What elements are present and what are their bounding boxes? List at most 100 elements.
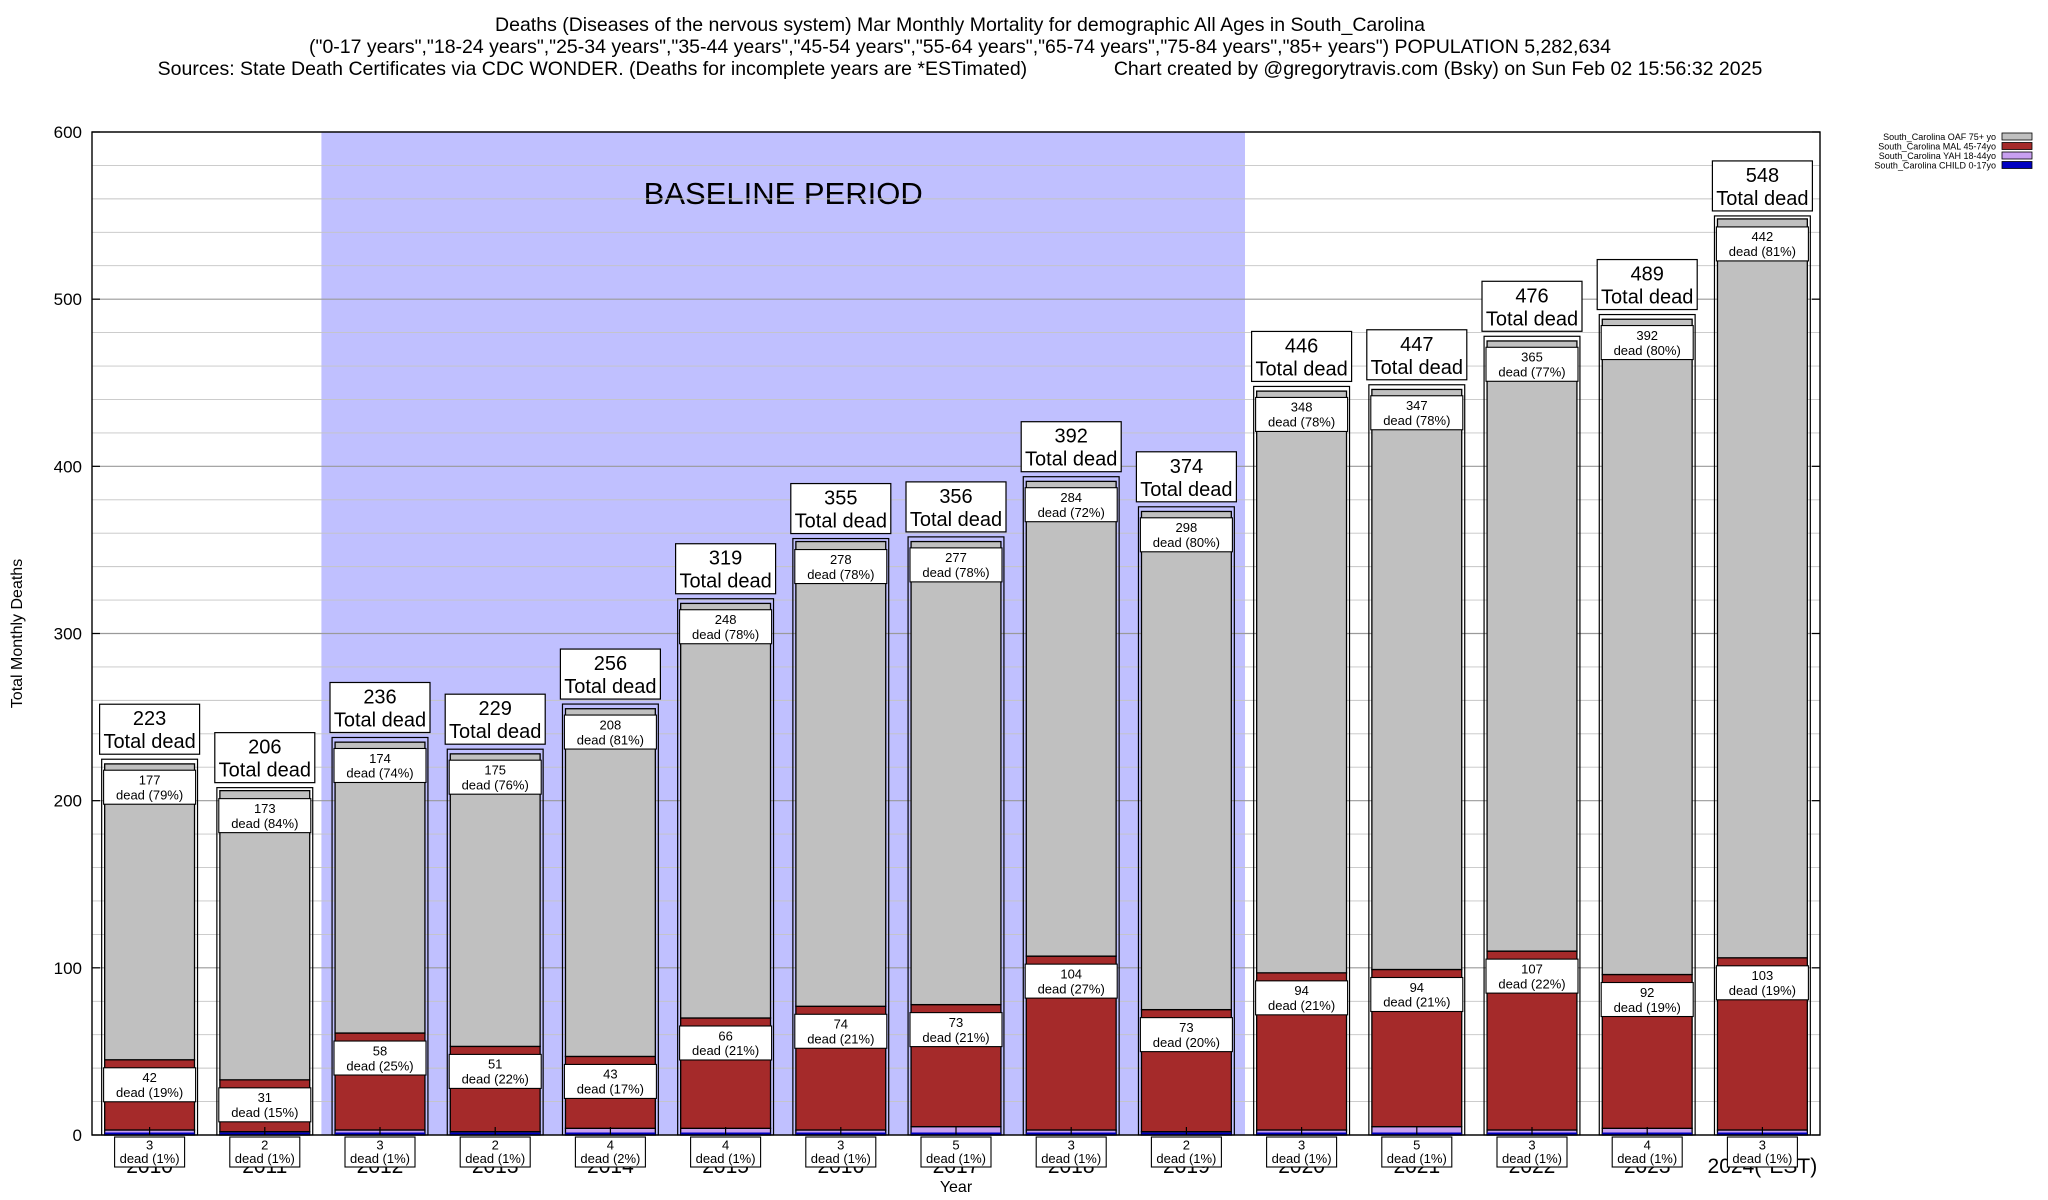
yah-label-pct: dead (2%) xyxy=(580,1151,640,1166)
yah-label-value: 3 xyxy=(1068,1138,1075,1153)
y-tick-label: 300 xyxy=(54,625,82,644)
yah-label-value: 4 xyxy=(722,1138,729,1153)
oaf-label-pct: dead (77%) xyxy=(1498,365,1565,380)
legend-swatch xyxy=(2001,142,2033,150)
x-axis-label: Year xyxy=(940,1179,973,1196)
total-label-value: 206 xyxy=(248,737,281,759)
total-label-text: Total dead xyxy=(1025,449,1117,471)
total-label-text: Total dead xyxy=(1371,357,1463,379)
legend-item-child: South_Carolina CHILD 0-17yo xyxy=(1874,161,2033,171)
yah-label-value: 3 xyxy=(837,1138,844,1153)
yah-label-pct: dead (1%) xyxy=(696,1151,756,1166)
mal-label-pct: dead (21%) xyxy=(807,1032,874,1047)
yah-label-pct: dead (1%) xyxy=(1617,1151,1677,1166)
mal-label-value: 104 xyxy=(1060,966,1082,981)
mal-label-pct: dead (19%) xyxy=(1614,1000,1681,1015)
mal-label-value: 58 xyxy=(373,1043,387,1058)
mal-label-pct: dead (15%) xyxy=(231,1105,298,1120)
legend-swatch xyxy=(2001,151,2033,160)
oaf-label-pct: dead (84%) xyxy=(231,816,298,831)
yah-label-value: 2 xyxy=(261,1138,268,1153)
yah-label-value: 3 xyxy=(1759,1138,1766,1153)
yah-label-pct: dead (1%) xyxy=(350,1151,410,1166)
bar-segment-oaf xyxy=(219,789,311,1081)
mal-label-pct: dead (17%) xyxy=(577,1082,644,1097)
legend: South_Carolina OAF 75+ yoSouth_Carolina … xyxy=(1874,132,2033,171)
bar-segment-oaf xyxy=(910,540,1002,1006)
bar-segment-oaf xyxy=(1025,480,1117,957)
mal-label-pct: dead (21%) xyxy=(1268,998,1335,1013)
total-label-text: Total dead xyxy=(910,509,1002,531)
y-tick-label: 600 xyxy=(54,123,82,142)
legend-label: South_Carolina CHILD 0-17yo xyxy=(1874,161,1996,171)
chart-subtitle: ("0-17 years","18-24 years","25-34 years… xyxy=(309,36,1611,58)
yah-label-pct: dead (1%) xyxy=(1732,1151,1792,1166)
bar-segment-oaf xyxy=(1486,340,1578,952)
bar-segment-oaf xyxy=(1256,390,1348,974)
yah-label-value: 5 xyxy=(952,1138,959,1153)
bar-segment-oaf xyxy=(1601,318,1693,976)
mal-label-value: 73 xyxy=(1179,1020,1193,1035)
total-label-value: 374 xyxy=(1170,456,1203,478)
oaf-label-pct: dead (78%) xyxy=(1268,415,1335,430)
chart-sources: Sources: State Death Certificates via CD… xyxy=(157,58,1763,80)
yah-label-value: 4 xyxy=(607,1138,614,1153)
yah-label-value: 2 xyxy=(492,1138,499,1153)
oaf-label-pct: dead (79%) xyxy=(116,787,183,802)
mal-label-pct: dead (22%) xyxy=(462,1072,529,1087)
yah-label-pct: dead (1%) xyxy=(1387,1151,1447,1166)
mal-label-value: 107 xyxy=(1521,961,1543,976)
oaf-label-pct: dead (80%) xyxy=(1614,343,1681,358)
oaf-label-value: 278 xyxy=(830,552,852,567)
mal-label-pct: dead (20%) xyxy=(1153,1035,1220,1050)
mal-label-value: 43 xyxy=(603,1067,617,1082)
total-label-text: Total dead xyxy=(1716,188,1808,210)
yah-label-value: 5 xyxy=(1413,1138,1420,1153)
legend-item-mal: South_Carolina MAL 45-74yo xyxy=(1878,142,2033,152)
oaf-label-value: 348 xyxy=(1291,400,1313,415)
oaf-label-pct: dead (80%) xyxy=(1153,535,1220,550)
legend-item-oaf: South_Carolina OAF 75+ yo xyxy=(1883,132,2033,142)
total-label-value: 236 xyxy=(363,686,396,708)
total-label-text: Total dead xyxy=(449,721,541,743)
total-label-text: Total dead xyxy=(1601,287,1693,309)
yah-label-pct: dead (1%) xyxy=(926,1151,986,1166)
oaf-label-pct: dead (76%) xyxy=(462,777,529,792)
oaf-label-value: 177 xyxy=(139,772,161,787)
yah-label-pct: dead (1%) xyxy=(1502,1151,1562,1166)
mal-label-pct: dead (27%) xyxy=(1038,981,1105,996)
bar-segment-oaf xyxy=(1716,218,1808,959)
total-label-value: 548 xyxy=(1746,165,1779,187)
mal-label-pct: dead (21%) xyxy=(922,1030,989,1045)
mal-label-pct: dead (22%) xyxy=(1498,976,1565,991)
total-label-text: Total dead xyxy=(679,571,771,593)
oaf-label-value: 208 xyxy=(600,717,622,732)
oaf-label-value: 277 xyxy=(945,550,967,565)
oaf-label-pct: dead (81%) xyxy=(577,732,644,747)
total-label-value: 223 xyxy=(133,708,166,730)
legend-label: South_Carolina OAF 75+ yo xyxy=(1883,132,1996,142)
legend-swatch xyxy=(2001,161,2033,169)
